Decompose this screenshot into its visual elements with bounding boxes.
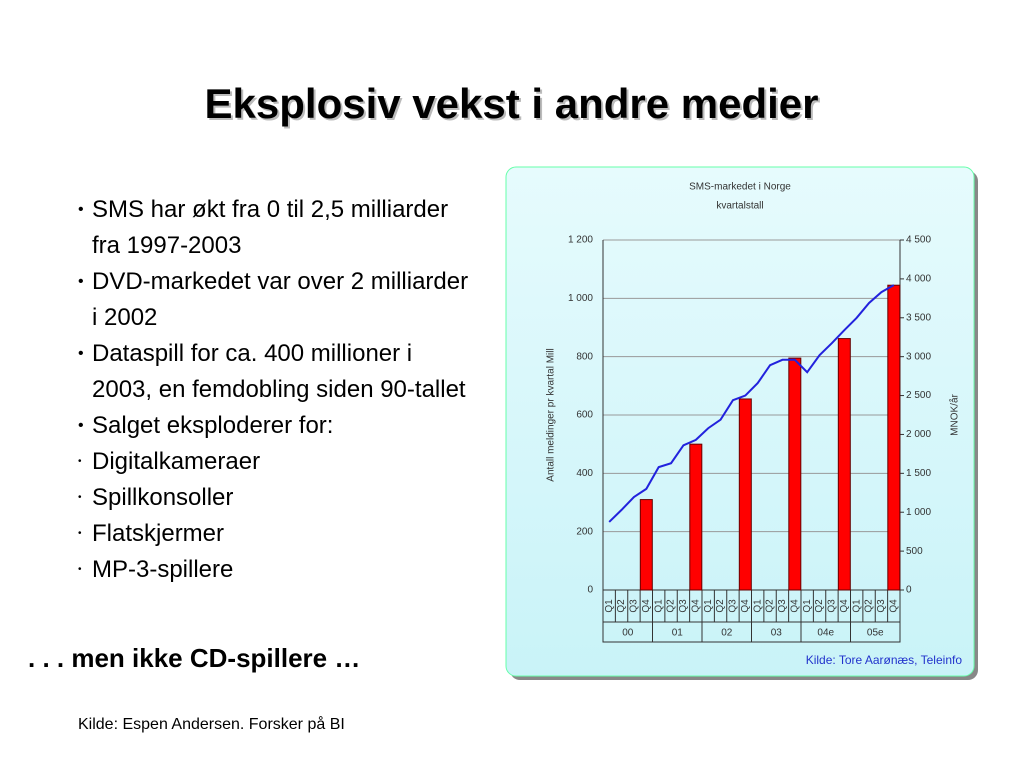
x-tick-label: Q4: [690, 599, 701, 613]
y2-tick-label: 2 000: [906, 429, 931, 440]
x-tick-label: Q3: [827, 599, 838, 613]
x-tick-label: Q2: [814, 599, 825, 613]
chart-subtitle: kvartalstall: [716, 201, 763, 212]
y-tick-label: 1 200: [568, 235, 593, 246]
source: Kilde: Espen Andersen. Forsker på BI: [78, 716, 345, 733]
bullet: SMS har økt fra 0 til 2,5 milliarder fra…: [78, 192, 478, 264]
slide-title: Eksplosiv vekst i andre medier: [204, 80, 819, 127]
x-tick-label: Q3: [876, 599, 887, 613]
y2-tick-label: 1 500: [906, 468, 931, 479]
bullet: Salget eksploderer for:: [78, 408, 478, 444]
x-tick-label: Q1: [653, 599, 664, 613]
x-tick-label: Q4: [839, 599, 850, 613]
bar: [887, 284, 901, 591]
x-tick-label: Q4: [740, 599, 751, 613]
y2-tick-label: 500: [906, 546, 923, 557]
group-label: 02: [721, 628, 733, 639]
y2-axis-label: MNOK/år: [949, 393, 961, 435]
y2-tick-label: 4 000: [906, 274, 931, 285]
y-tick-label: 1 000: [568, 293, 593, 304]
y2-tick-label: 4 500: [906, 235, 931, 246]
x-tick-label: Q4: [789, 599, 800, 613]
x-tick-label: Q3: [777, 599, 788, 613]
sub-bullet: Flatskjermer: [78, 516, 478, 552]
y2-tick-label: 3 000: [906, 351, 931, 362]
group-label: 01: [672, 628, 684, 639]
x-tick-label: Q1: [703, 599, 714, 613]
x-tick-label: Q3: [728, 599, 739, 613]
bullet-list: SMS har økt fra 0 til 2,5 milliarder fra…: [78, 192, 478, 588]
group-label: 00: [622, 628, 634, 639]
y-tick-label: 800: [576, 351, 593, 362]
y-tick-label: 400: [576, 468, 593, 479]
chart-source: Kilde: Tore Aarønæs, Teleinfo: [806, 653, 963, 667]
sub-bullet: Digitalkameraer: [78, 444, 478, 480]
x-tick-label: Q2: [715, 599, 726, 613]
y2-tick-label: 2 500: [906, 390, 931, 401]
group-label: 05e: [867, 628, 884, 639]
sub-bullet: Spillkonsoller: [78, 480, 478, 516]
y-tick-label: 0: [587, 585, 593, 596]
y-tick-label: 600: [576, 410, 593, 421]
x-tick-label: Q1: [604, 599, 615, 613]
x-tick-label: Q4: [888, 599, 899, 613]
x-tick-label: Q2: [666, 599, 677, 613]
y2-tick-label: 0: [906, 585, 912, 596]
y2-tick-label: 3 500: [906, 312, 931, 323]
bullet: DVD-markedet var over 2 milliarder i 200…: [78, 264, 478, 336]
bullet: Dataspill for ca. 400 millioner i 2003, …: [78, 336, 478, 408]
x-tick-label: Q2: [864, 599, 875, 613]
bar: [689, 443, 703, 591]
y2-tick-label: 1 000: [906, 507, 931, 518]
chart-title: SMS-markedet i Norge: [689, 182, 791, 193]
x-tick-label: Q1: [851, 599, 862, 613]
y-axis-label: Antall meldinger pr kvartal Mill: [546, 348, 557, 481]
tagline: . . . men ikke CD-spillere …: [28, 643, 361, 673]
bar: [639, 499, 653, 591]
x-tick-label: Q1: [802, 599, 813, 613]
y-tick-label: 200: [576, 526, 593, 537]
bar: [738, 398, 752, 591]
bar: [788, 357, 802, 591]
group-label: 03: [771, 628, 783, 639]
sub-bullet: MP-3-spillere: [78, 552, 478, 588]
x-tick-label: Q1: [752, 599, 763, 613]
bar: [837, 338, 851, 591]
x-tick-label: Q4: [641, 599, 652, 613]
group-label: 04e: [817, 628, 834, 639]
x-tick-label: Q2: [765, 599, 776, 613]
x-tick-label: Q3: [678, 599, 689, 613]
x-tick-label: Q3: [629, 599, 640, 613]
x-tick-label: Q2: [616, 599, 627, 613]
line: [608, 284, 895, 523]
